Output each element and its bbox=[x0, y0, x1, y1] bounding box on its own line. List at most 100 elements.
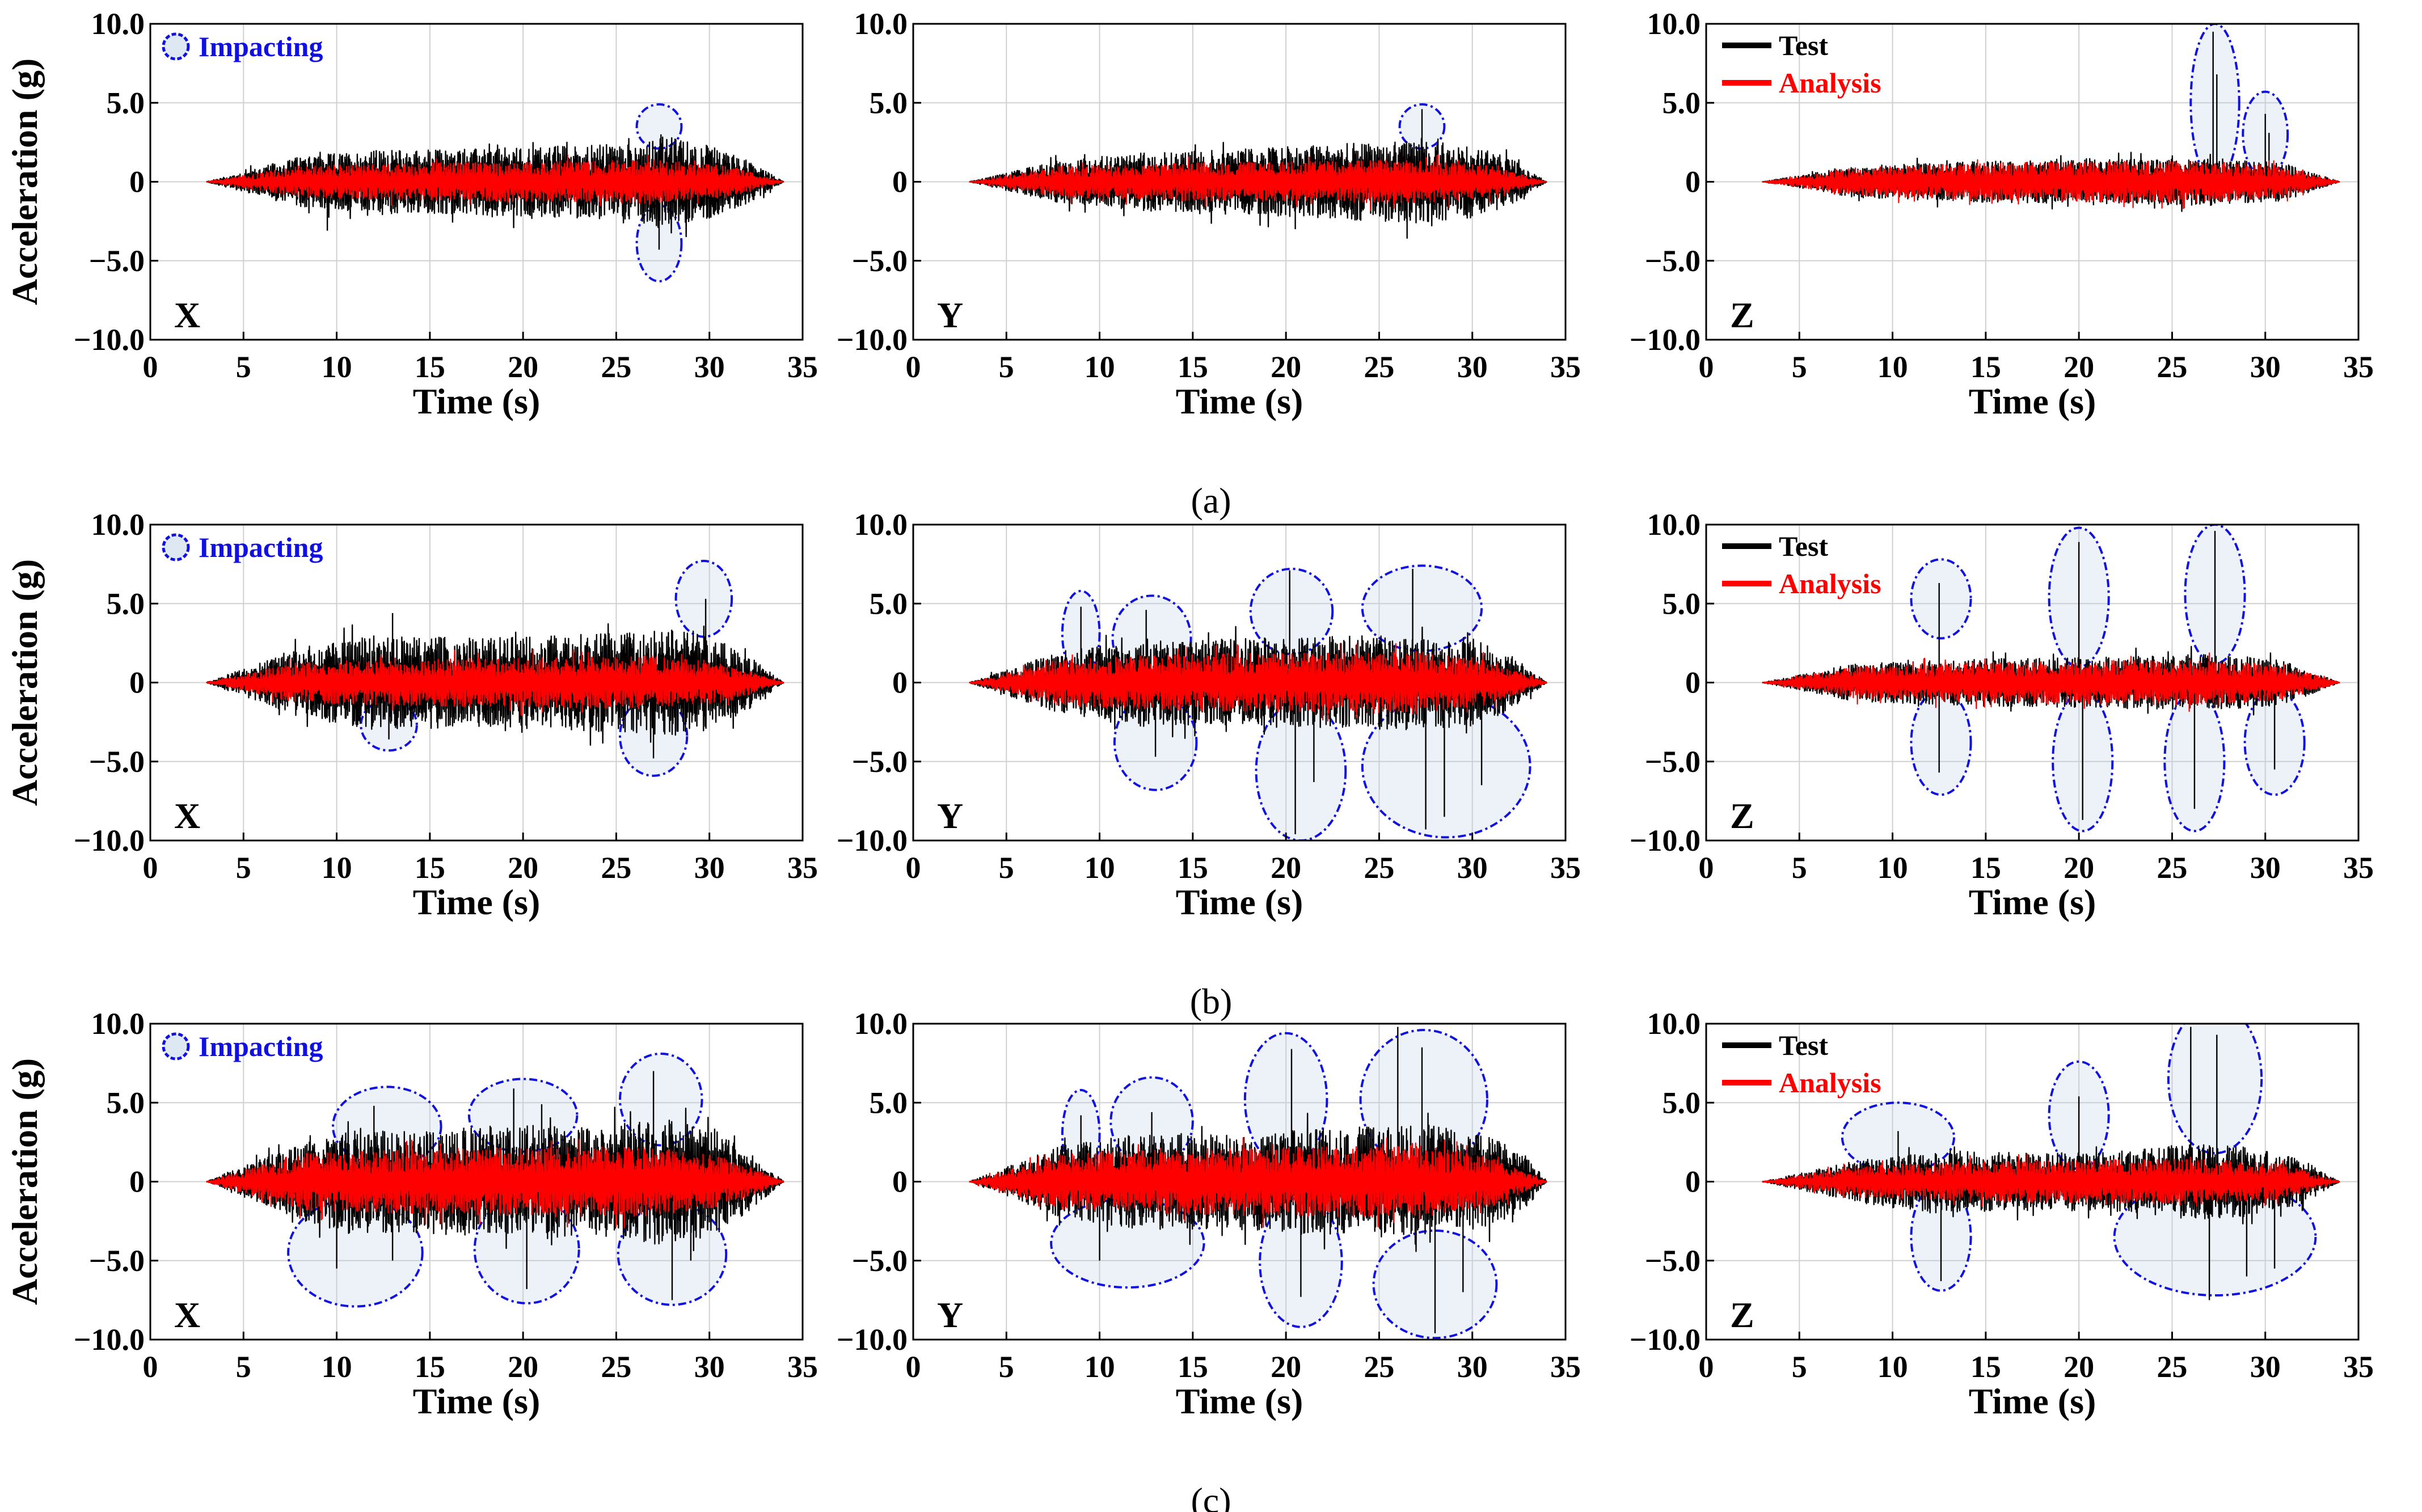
y-tick-label: −10.0 bbox=[837, 1323, 908, 1357]
x-tick-label: 0 bbox=[1699, 1350, 1714, 1384]
y-tick-label: 5.0 bbox=[1663, 586, 1701, 620]
traces bbox=[969, 1027, 1547, 1333]
x-tick-label: 10 bbox=[322, 350, 352, 384]
x-tick-label: 0 bbox=[906, 1350, 921, 1384]
subplot-x: 0 5 10 15 20 25 30 35 10.0 5.0 0 −5.0 −10.0 Time (s) A… bbox=[5, 508, 818, 922]
x-tick-label: 30 bbox=[694, 851, 725, 885]
panel-a: 0 5 10 15 20 25 30 35 10.0 5.0 0 −5.0 −10.0 Time (s) A… bbox=[5, 7, 2374, 521]
series-test-line bbox=[969, 569, 1547, 834]
series-analysis-line bbox=[1762, 159, 2340, 209]
component-label: Y bbox=[937, 796, 963, 836]
x-axis-title: Time (s) bbox=[1969, 381, 2096, 421]
y-tick-label: 0 bbox=[129, 1165, 145, 1199]
legend-impacting-label: Impacting bbox=[199, 1030, 323, 1062]
x-tick-label: 30 bbox=[694, 350, 725, 384]
y-tick-label: 10.0 bbox=[91, 508, 145, 542]
y-tick-label: 5.0 bbox=[107, 586, 145, 620]
x-axis-title: Time (s) bbox=[1969, 882, 2096, 922]
y-tick-label: −5.0 bbox=[89, 745, 145, 779]
x-tick-label: 20 bbox=[508, 1350, 538, 1384]
y-tick-label: −10.0 bbox=[837, 323, 908, 357]
x-tick-label: 10 bbox=[1877, 851, 1908, 885]
x-axis-title: Time (s) bbox=[413, 882, 541, 922]
y-tick-label: 0 bbox=[1685, 165, 1701, 199]
series-test-line bbox=[206, 134, 784, 250]
y-tick-label: 5.0 bbox=[870, 86, 908, 120]
x-tick-label: 15 bbox=[1178, 350, 1208, 384]
y-tick-label: 5.0 bbox=[870, 1086, 908, 1120]
subplot-x: 0 5 10 15 20 25 30 35 10.0 5.0 0 −5.0 −10.0 Time (s) A… bbox=[5, 1007, 818, 1421]
legend-impacting-marker bbox=[162, 32, 190, 61]
y-tick-label: −10.0 bbox=[1630, 823, 1701, 858]
legend: Test Analysis bbox=[1722, 1029, 1881, 1099]
x-tick-label: 0 bbox=[143, 1350, 158, 1384]
subplot-y: 0 5 10 15 20 25 30 35 10.0 5.0 0 −5.0 −10.0 Time (s) Y bbox=[837, 508, 1581, 922]
y-tick-label: −5.0 bbox=[852, 745, 908, 779]
y-tick-label: 5.0 bbox=[1663, 86, 1701, 120]
y-tick-label: 5.0 bbox=[1663, 1086, 1701, 1120]
x-tick-label: 25 bbox=[601, 1350, 631, 1384]
y-tick-label: 0 bbox=[129, 165, 145, 199]
x-tick-label: 5 bbox=[999, 350, 1014, 384]
traces bbox=[206, 134, 784, 250]
x-tick-label: 20 bbox=[2064, 1350, 2094, 1384]
x-tick-label: 30 bbox=[2250, 350, 2281, 384]
traces bbox=[1762, 31, 2340, 212]
subplot-y: 0 5 10 15 20 25 30 35 10.0 5.0 0 −5.0 −10.0 Time (s) Y bbox=[837, 7, 1581, 421]
x-axis-title: Time (s) bbox=[413, 381, 541, 421]
y-tick-label: 0 bbox=[1685, 666, 1701, 700]
x-tick-label: 30 bbox=[694, 1350, 725, 1384]
traces bbox=[1762, 531, 2340, 820]
x-tick-label: 0 bbox=[906, 350, 921, 384]
y-tick-label: 10.0 bbox=[91, 7, 145, 41]
component-label: Y bbox=[937, 295, 963, 335]
y-tick-label: 5.0 bbox=[107, 86, 145, 120]
x-tick-label: 20 bbox=[2064, 851, 2094, 885]
x-tick-label: 20 bbox=[508, 851, 538, 885]
x-tick-label: 0 bbox=[1699, 350, 1714, 384]
legend-impacting-label: Impacting bbox=[199, 531, 323, 563]
legend: Test Analysis bbox=[1722, 29, 1881, 99]
x-tick-label: 35 bbox=[787, 1350, 818, 1384]
x-tick-label: 25 bbox=[1364, 350, 1394, 384]
x-tick-label: 0 bbox=[143, 350, 158, 384]
legend: Impacting bbox=[162, 531, 323, 563]
component-label: X bbox=[174, 295, 200, 335]
impact-zone-ellipse bbox=[1910, 558, 1972, 640]
x-tick-label: 5 bbox=[1792, 851, 1807, 885]
x-tick-label: 25 bbox=[1364, 851, 1394, 885]
x-axis-title: Time (s) bbox=[1176, 882, 1303, 922]
x-tick-label: 15 bbox=[1178, 1350, 1208, 1384]
x-tick-label: 20 bbox=[1271, 851, 1301, 885]
x-tick-label: 15 bbox=[415, 1350, 445, 1384]
legend: Impacting bbox=[162, 1030, 323, 1062]
y-tick-label: 10.0 bbox=[854, 1007, 908, 1041]
series-test-line bbox=[1762, 1027, 2340, 1300]
impact-zones bbox=[1841, 1024, 2317, 1297]
series-analysis-line bbox=[969, 643, 1547, 722]
x-tick-label: 25 bbox=[1364, 1350, 1394, 1384]
x-tick-label: 10 bbox=[1085, 1350, 1115, 1384]
component-label: X bbox=[174, 796, 200, 836]
ticks: 0 5 10 15 20 25 30 35 10.0 5.0 0 −5.0 −10.0 bbox=[837, 508, 1581, 885]
x-tick-label: 25 bbox=[2157, 350, 2187, 384]
y-tick-label: 10.0 bbox=[91, 1007, 145, 1041]
x-tick-label: 25 bbox=[2157, 851, 2187, 885]
series-analysis-line bbox=[1762, 1153, 2340, 1207]
x-tick-label: 15 bbox=[415, 851, 445, 885]
legend-test-label: Test bbox=[1779, 29, 1828, 61]
x-tick-label: 25 bbox=[601, 350, 631, 384]
y-tick-label: 10.0 bbox=[1647, 508, 1701, 542]
series-analysis-line bbox=[1762, 652, 2340, 712]
component-label: Z bbox=[1730, 295, 1754, 335]
series-analysis-line bbox=[206, 1139, 784, 1228]
legend-test-label: Test bbox=[1779, 1029, 1828, 1061]
impact-zone-ellipse bbox=[1910, 689, 1972, 796]
traces bbox=[206, 1071, 784, 1300]
impact-zones bbox=[1061, 564, 1531, 841]
ticks: 0 5 10 15 20 25 30 35 10.0 5.0 0 −5.0 −10.0 bbox=[837, 7, 1581, 384]
y-tick-label: 10.0 bbox=[1647, 7, 1701, 41]
series-test-line bbox=[969, 109, 1547, 239]
